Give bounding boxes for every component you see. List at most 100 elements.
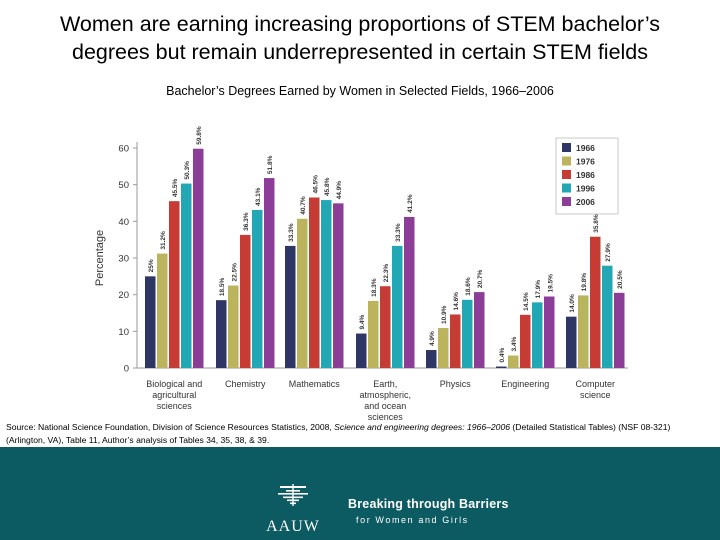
y-tick-label: 10 (118, 327, 129, 338)
bar-1976 (508, 355, 519, 368)
data-label: 35.8% (593, 214, 600, 233)
bar-2006 (193, 148, 204, 368)
data-label: 14.0% (569, 294, 576, 313)
source-prefix: Source: National Science Foundation, Div… (6, 422, 335, 432)
bar-1986 (450, 314, 461, 368)
source-title: Science and engineering degrees: 1966–20… (334, 422, 511, 432)
y-tick-label: 20 (118, 290, 129, 301)
legend-label-1976: 1976 (576, 157, 595, 167)
bar-1986 (520, 314, 531, 368)
bar-chart: 0 10 20 30 40 50 60 Percentage 25% 18.5% 33.3% 9.4%… (94, 126, 628, 422)
data-label: 33.3% (395, 223, 402, 242)
chart-subtitle: Bachelor’s Degrees Earned by Women in Se… (166, 84, 554, 98)
x-category-label: Chemistry (225, 379, 266, 389)
x-category-label: atmospheric, (359, 390, 411, 400)
bar-1996 (602, 265, 613, 368)
legend-label-1986: 1986 (576, 170, 595, 180)
data-label: 4.9% (429, 331, 436, 346)
data-label: 43.1% (255, 187, 262, 206)
bar-1986 (380, 286, 391, 368)
x-category-label: agricultural (152, 390, 196, 400)
data-label: 25% (148, 259, 155, 272)
y-axis-label: Percentage (94, 230, 106, 286)
bar-1986 (169, 201, 180, 368)
legend-swatch-2006 (562, 197, 571, 206)
data-label: 51.8% (267, 155, 274, 174)
source-line-1: Source: National Science Foundation, Div… (6, 421, 718, 434)
x-category-label: and ocean (364, 401, 406, 411)
data-label: 18.6% (465, 277, 472, 296)
bar-1996 (462, 299, 473, 368)
legend-label-2006: 2006 (576, 197, 595, 207)
aauw-logo: AAUW (266, 518, 320, 535)
data-label: 19.8% (581, 273, 588, 292)
data-label: 20.5% (617, 270, 624, 289)
data-label: 50.3% (184, 161, 191, 180)
data-label: 18.3% (371, 278, 378, 297)
data-label: 44.9% (336, 181, 343, 200)
x-category-label: Biological and (146, 379, 202, 389)
data-label: 40.7% (300, 196, 307, 215)
x-category-label: sciences (157, 401, 193, 411)
data-label: 3.4% (511, 336, 518, 351)
bar-1976 (157, 253, 168, 368)
data-label: 41.2% (407, 194, 414, 213)
bar-1976 (228, 285, 239, 368)
bar-1996 (392, 245, 403, 368)
x-category-label: Earth, (373, 379, 397, 389)
bar-1976 (438, 328, 449, 368)
x-category-label: sciences (368, 412, 404, 422)
bar-2006 (544, 296, 555, 368)
bar-2006 (333, 203, 344, 368)
data-label: 22.3% (383, 264, 390, 283)
bar-2006 (264, 178, 275, 368)
bar-1986 (590, 236, 601, 368)
bar-1976 (297, 218, 308, 368)
tagline-main: Breaking through Barriers (348, 497, 509, 511)
data-label: 27.9% (605, 243, 612, 262)
y-tick-label: 40 (118, 217, 129, 228)
y-tick-label: 50 (118, 180, 129, 191)
bar-1996 (321, 200, 332, 368)
data-label: 10.9% (441, 305, 448, 324)
bar-1966 (566, 316, 577, 368)
bar-1986 (240, 234, 251, 368)
source-note: Source: National Science Foundation, Div… (6, 421, 718, 446)
data-label: 59.8% (196, 126, 203, 145)
data-label: 31.2% (160, 231, 167, 250)
legend-swatch-1996 (562, 183, 571, 193)
bar-2006 (404, 216, 415, 368)
source-line-2: (Arlington, VA), Table 11, Author’s anal… (6, 434, 270, 445)
x-category-label: Physics (440, 379, 472, 389)
data-label: 17.9% (535, 280, 542, 299)
x-category-label: Engineering (501, 379, 549, 389)
slide-title: Women are earning increasing proportions… (0, 10, 720, 66)
data-label: 36.3% (243, 212, 250, 231)
data-label: 45.5% (172, 179, 179, 198)
y-tick-label: 30 (118, 254, 129, 265)
y-tick-label: 60 (118, 144, 129, 155)
bar-2006 (474, 292, 485, 368)
bar-1966 (356, 333, 367, 368)
slide-title-line-1: Women are earning increasing proportions… (60, 12, 660, 36)
data-label: 14.5% (523, 292, 530, 311)
bar-1986 (309, 197, 320, 368)
bar-1966 (216, 300, 227, 368)
data-label: 18.5% (219, 278, 226, 297)
legend-swatch-1976 (562, 156, 571, 166)
source-suffix: (Detailed Statistical Tables) (NSF 08-32… (510, 422, 671, 432)
bar-1976 (368, 300, 379, 368)
data-label: 14.6% (453, 292, 460, 311)
bar-1996 (181, 183, 192, 368)
bar-1976 (578, 295, 589, 368)
legend-label-1966: 1966 (576, 143, 595, 153)
bar-1996 (252, 209, 263, 368)
legend-swatch-1986 (562, 170, 571, 179)
aauw-seal-icon (258, 484, 328, 540)
x-category-label: Computer (575, 379, 615, 389)
data-label: 45.8% (324, 177, 331, 196)
data-label: 19.5% (547, 274, 554, 293)
data-label: 9.4% (359, 314, 366, 329)
data-label: 33.3% (288, 223, 295, 242)
y-tick-label: 0 (124, 364, 129, 375)
